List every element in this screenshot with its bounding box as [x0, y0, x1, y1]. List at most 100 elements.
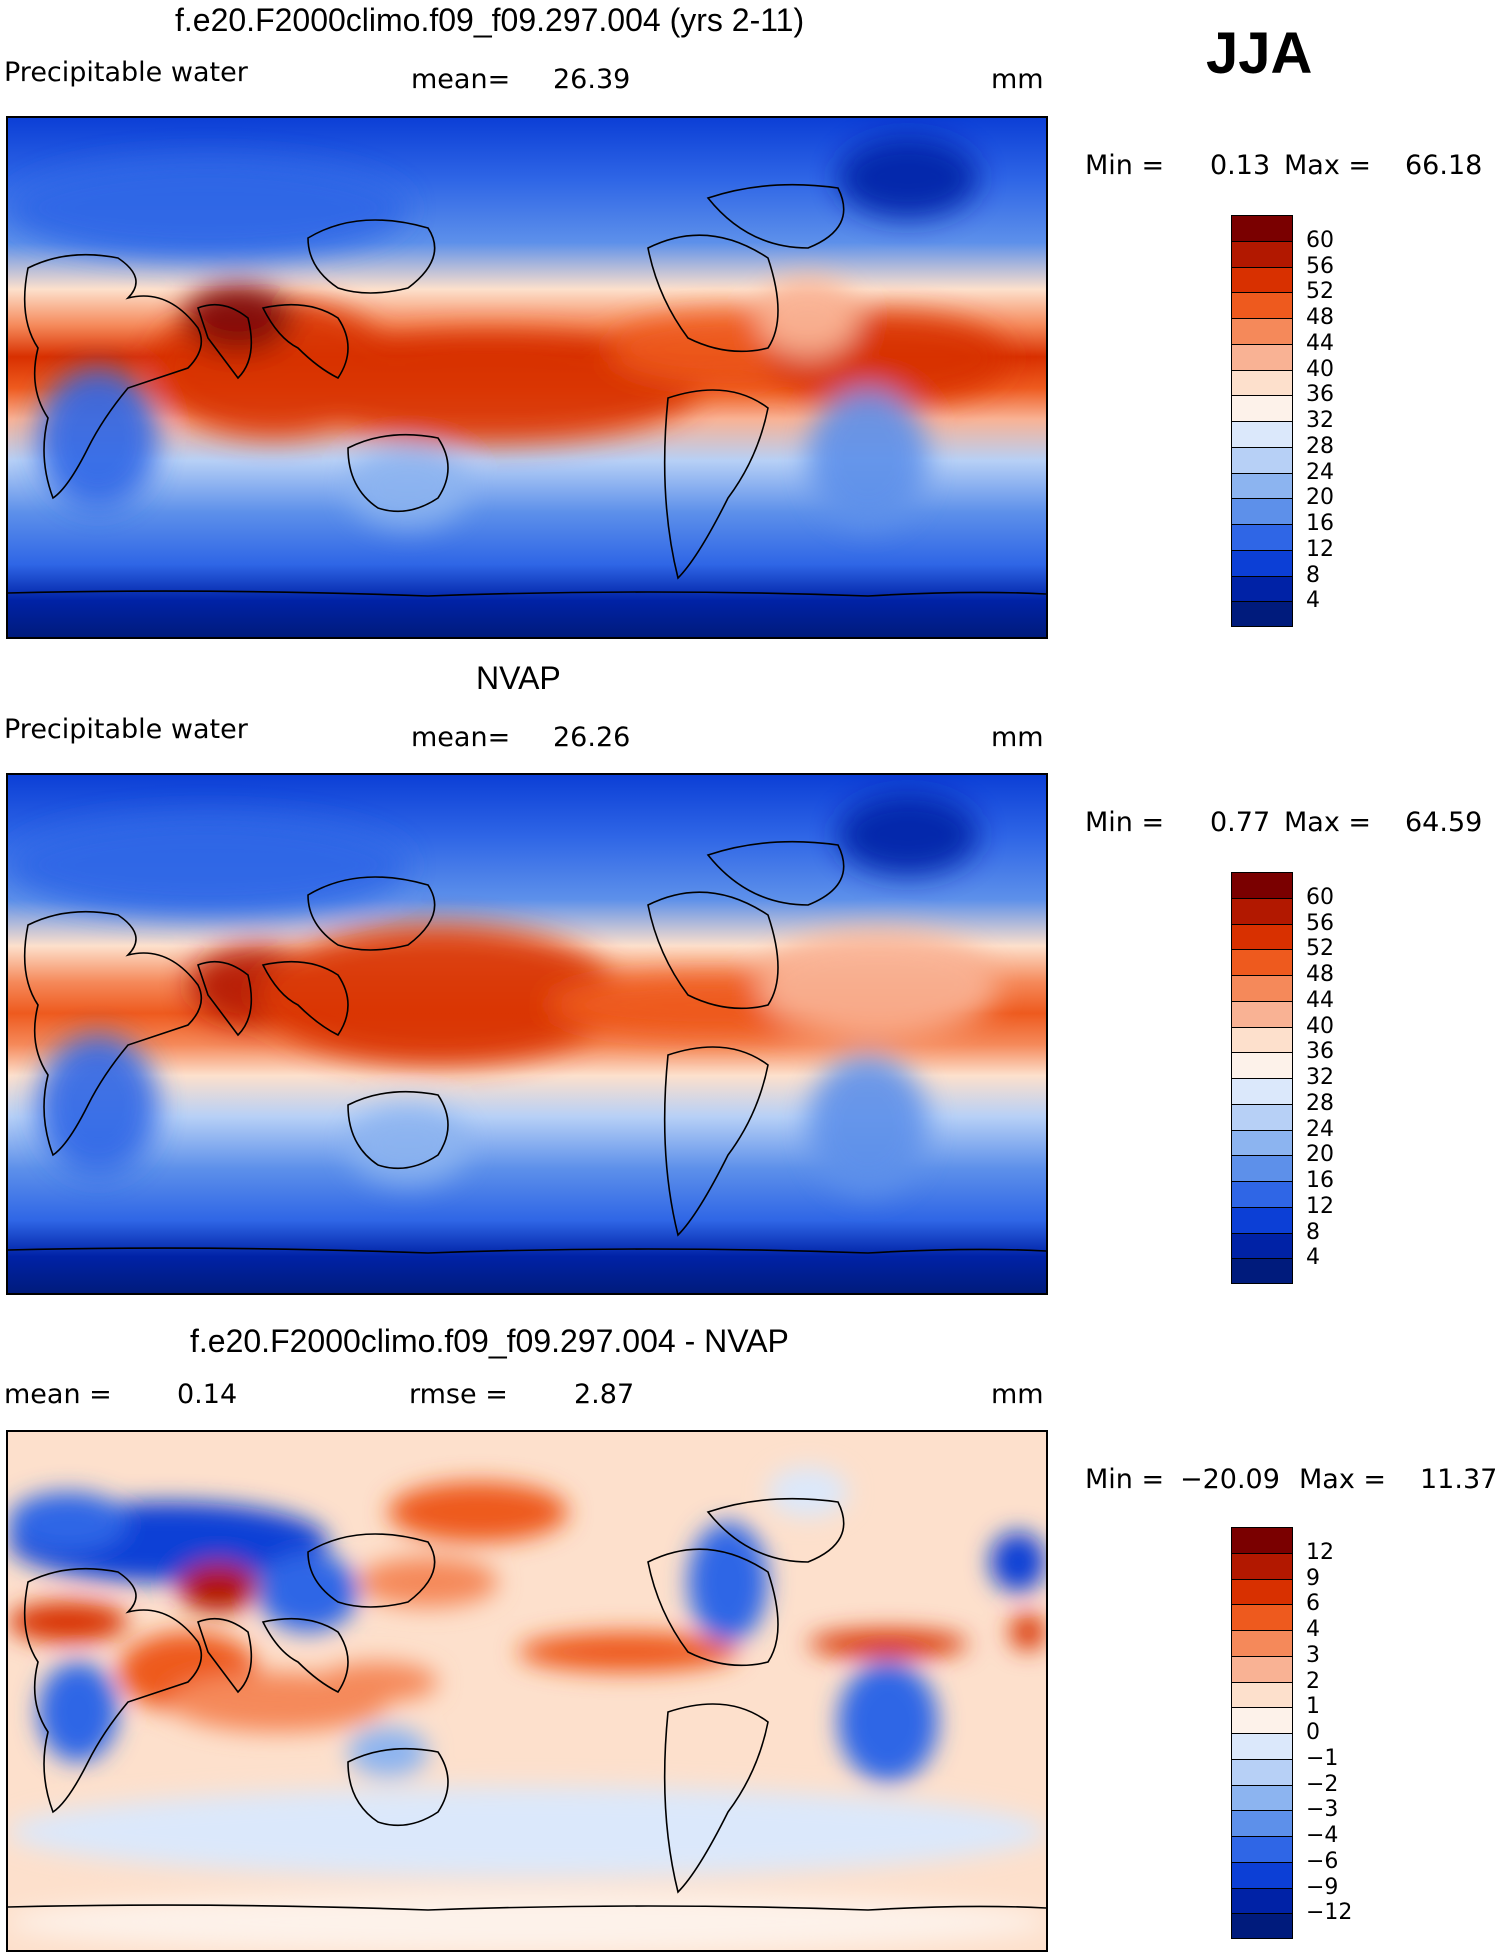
colorbar-swatch [1231, 1810, 1293, 1837]
colorbar-swatch [1231, 549, 1293, 576]
colorbar-tick-label: 44 [1306, 330, 1334, 356]
colorbar-swatch [1231, 1258, 1293, 1284]
panel-1-max-label: Max = [1284, 150, 1372, 181]
colorbar-swatch [1231, 343, 1293, 370]
panel-2-coastlines [8, 840, 1046, 1254]
colorbar-tick-label: 0 [1306, 1720, 1320, 1745]
colorbar-swatch [1231, 240, 1293, 267]
panel-2-map-svg [8, 775, 1046, 1293]
colorbar-tick-label: 1 [1306, 1694, 1320, 1720]
colorbar-swatch [1231, 1552, 1293, 1579]
colorbar-tick-label: 12 [1306, 1539, 1334, 1565]
colorbar-tick-label: 12 [1306, 1193, 1334, 1219]
colorbar-swatch [1231, 472, 1293, 499]
colorbar-tick-label: 40 [1306, 1013, 1334, 1039]
colorbar-swatch [1231, 1655, 1293, 1682]
colorbar-tick-label: 2 [1306, 1668, 1320, 1694]
colorbar-tick-label: 4 [1306, 1245, 1320, 1271]
colorbar-tick-label: 4 [1306, 588, 1320, 614]
colorbar-swatch [1231, 872, 1293, 899]
colorbar-swatch [1231, 318, 1293, 345]
panel-1-mean-label: mean= [411, 64, 511, 95]
colorbar-tick-label: 12 [1306, 536, 1334, 562]
colorbar-tick-label: 56 [1306, 910, 1334, 936]
colorbar-swatch [1231, 1232, 1293, 1259]
colorbar-tick-label: −1 [1306, 1745, 1339, 1771]
colorbar-tick-label: 20 [1306, 1142, 1334, 1168]
panel-3-rmse-label: rmse = [409, 1379, 508, 1410]
panel-1-map-svg [8, 118, 1046, 637]
panel-1-max-value: 66.18 [1405, 150, 1483, 181]
colorbar-swatch [1231, 1206, 1293, 1233]
colorbar-tick-label: 32 [1306, 408, 1334, 433]
colorbar-tick-label: 48 [1306, 962, 1334, 987]
colorbar-swatch [1231, 1181, 1293, 1208]
colorbar-swatch [1231, 1681, 1293, 1708]
colorbar-swatch [1231, 1155, 1293, 1182]
colorbar-tick-label: −3 [1306, 1797, 1339, 1823]
colorbar-tick-label: 3 [1306, 1642, 1320, 1668]
colorbar-swatch [1231, 601, 1293, 627]
colorbar-swatch [1231, 1578, 1293, 1605]
panel-2-max-value: 64.59 [1405, 807, 1483, 838]
colorbar-swatch [1231, 975, 1293, 1002]
panel-3-units: mm [991, 1379, 1044, 1410]
colorbar-swatch [1231, 446, 1293, 473]
panel-1-min-label: Min = [1085, 150, 1165, 181]
panel-2-min-label: Min = [1085, 807, 1165, 838]
panel-2-colorbar: 60 56 52 48 44 40 36 32 28 24 20 16 12 8 4 [1231, 872, 1334, 1284]
colorbar-swatch [1231, 215, 1293, 242]
colorbar-tick-label: −12 [1306, 1900, 1353, 1926]
colorbar-tick-label: 24 [1306, 459, 1334, 485]
colorbar-tick-label: −6 [1306, 1848, 1339, 1874]
panel-2-min-value: 0.77 [1210, 807, 1271, 838]
panel-3-mean-value: 0.14 [177, 1379, 238, 1410]
colorbar-tick-label: 8 [1306, 1219, 1320, 1245]
colorbar-swatch [1231, 1707, 1293, 1734]
panel-1-variable: Precipitable water [4, 57, 248, 88]
colorbar-tick-label: 16 [1306, 1168, 1334, 1193]
colorbar-swatch [1231, 1913, 1293, 1939]
panel-2-variable: Precipitable water [4, 714, 248, 745]
panel-1-coastlines [8, 183, 1046, 597]
colorbar-swatch [1231, 1836, 1293, 1863]
colorbar-swatch [1231, 369, 1293, 396]
panel-1-title: f.e20.F2000climo.f09_f09.297.004 (yrs 2-… [175, 2, 805, 38]
colorbar-tick-label: 8 [1306, 562, 1320, 588]
colorbar-swatch [1231, 1527, 1293, 1554]
colorbar-swatch [1231, 524, 1293, 551]
colorbar-swatch [1231, 1052, 1293, 1079]
colorbar-tick-label: 28 [1306, 1090, 1334, 1116]
colorbar-tick-label: 20 [1306, 485, 1334, 511]
colorbar-swatch [1231, 575, 1293, 602]
panel-2-mean-label: mean= [411, 722, 511, 753]
panel-2-map [6, 773, 1048, 1295]
colorbar-tick-label: 60 [1306, 227, 1334, 253]
panel-2-max-label: Max = [1284, 807, 1372, 838]
colorbar-swatch [1231, 1103, 1293, 1130]
colorbar-swatch [1231, 395, 1293, 422]
colorbar-tick-label: 32 [1306, 1065, 1334, 1090]
colorbar-swatch [1231, 923, 1293, 950]
colorbar-tick-label: 4 [1306, 1617, 1320, 1642]
colorbar-swatch [1231, 292, 1293, 319]
colorbar-tick-label: 16 [1306, 511, 1334, 536]
panel-3-coastlines [8, 1497, 1046, 1911]
colorbar-tick-label: 52 [1306, 279, 1334, 305]
colorbar-swatch [1231, 1758, 1293, 1785]
colorbar-swatch [1231, 897, 1293, 924]
panel-2-units: mm [991, 722, 1044, 753]
colorbar-swatch [1231, 1887, 1293, 1914]
panel-3-max-value: 11.37 [1420, 1464, 1498, 1495]
colorbar-swatch [1231, 1000, 1293, 1027]
colorbar-tick-label: 36 [1306, 382, 1334, 408]
colorbar-tick-label: 24 [1306, 1116, 1334, 1142]
colorbar-tick-label: 28 [1306, 433, 1334, 459]
panel-1-units: mm [991, 64, 1044, 95]
colorbar-swatch [1231, 1784, 1293, 1811]
colorbar-tick-label: 9 [1306, 1565, 1320, 1591]
colorbar-swatch [1231, 949, 1293, 976]
panel-1-colorbar: 60 56 52 48 44 40 36 32 28 24 20 16 12 8 4 [1231, 215, 1334, 627]
colorbar-tick-label: −4 [1306, 1823, 1339, 1848]
colorbar-tick-label: 40 [1306, 356, 1334, 382]
